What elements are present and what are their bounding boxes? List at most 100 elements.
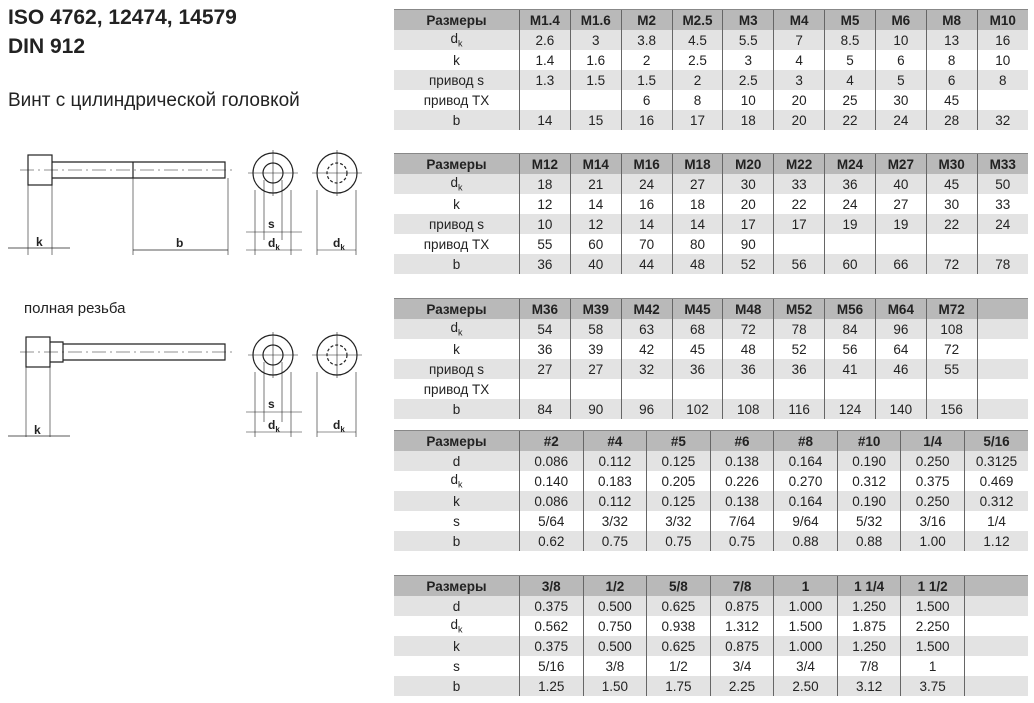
table-cell: 9/64 [773,511,838,531]
screw-diagram-partial-thread: k b s dk dk [8,150,362,255]
table-cell: 84 [519,399,571,419]
table-cell: 56 [773,254,825,274]
table-cell: 0.88 [836,531,901,551]
table-row: b 0.62 0.75 0.75 0.75 0.88 0.88 1.00 1.12 [394,531,1028,551]
table-cell: 6 [874,50,927,70]
table-row: d 0.086 0.112 0.125 0.138 0.164 0.190 0.250 0.31… [394,451,1028,471]
row-label-text: d [452,453,461,469]
row-label: привод s [394,70,520,90]
table-cell: 140 [874,399,927,419]
row-label-subscript: k [458,624,463,635]
table-row: dk 2.6 3 3.8 4.5 5.5 7 8.5 10 13 16 [394,30,1028,50]
table-cell: 0.190 [836,451,901,471]
table-cell: 46 [874,359,927,379]
table-cell [976,319,1028,339]
table-row: привод s 10 12 14 14 17 17 19 19 22 24 [394,214,1028,234]
column-header: 5/8 [646,575,711,596]
table-cell: 0.469 [963,471,1028,491]
table-cell: 2 [671,70,723,90]
row-label-text: d [452,598,461,614]
column-header: M42 [620,298,673,319]
table-cell [722,379,774,399]
column-header: M2.5 [671,9,723,30]
row-label-text: привод s [429,361,484,377]
table-cell: 25 [824,90,876,110]
table-cell: 0.312 [836,471,901,491]
table-cell: 3/4 [773,656,838,676]
table-cell: 36 [773,359,825,379]
table-cell: 108 [722,399,774,419]
row-label: k [394,339,520,359]
table-row: d 0.375 0.500 0.625 0.875 1.000 1.250 1.500 [394,596,1028,616]
table-cell: 1.250 [836,596,901,616]
table-cell: 4 [824,70,876,90]
table-cell: 12 [569,214,622,234]
row-label-text: привод s [429,72,484,88]
table-cell: 21 [569,174,622,194]
table-cell: 0.62 [519,531,584,551]
table-cell: 19 [824,214,876,234]
table-cell: 45 [925,174,978,194]
table-cell: 0.205 [646,471,711,491]
s-label: s [268,217,275,231]
table-metric-small: Размеры M1.4 M1.6 M2 M2.5 M3 M4 M5 M6 M8 M10 dk 2.6 3… [394,9,1028,130]
table-cell: 5.5 [722,30,774,50]
table-cell [976,234,1028,254]
table-cell: 60 [569,234,622,254]
column-header: M39 [569,298,622,319]
table-metric-large: Размеры M36 M39 M42 M45 M48 M52 M56 M64 M72 dk 54 58… [394,298,1028,419]
table-cell: 16 [620,194,673,214]
table-cell: 3/4 [709,656,774,676]
table-cell [963,676,1028,696]
table-cell: 0.875 [709,596,774,616]
table-cell: 0.140 [519,471,584,491]
table-cell: 10 [874,30,927,50]
table-row: b 1.25 1.50 1.75 2.25 2.50 3.12 3.75 [394,676,1028,696]
table-cell: 0.190 [836,491,901,511]
table-cell [519,90,571,110]
table-cell: 20 [773,110,825,130]
row-label-subscript: k [458,479,463,490]
table-cell [569,90,622,110]
row-label-text: k [453,493,460,509]
column-header: M12 [519,153,571,174]
table-cell: 18 [671,194,723,214]
column-header: M27 [874,153,927,174]
table-cell: 22 [925,214,978,234]
column-header: 1/2 [582,575,647,596]
table-cell: 40 [874,174,927,194]
table-cell: 2.6 [519,30,571,50]
table-cell: 20 [773,90,825,110]
row-label: dk [394,471,520,491]
table-cell: 64 [874,339,927,359]
table-cell: 7 [773,30,825,50]
row-label-subscript: k [458,182,463,193]
table-cell: 27 [874,194,927,214]
row-label: k [394,491,520,511]
table-cell: 2.5 [722,70,774,90]
row-label: привод s [394,214,520,234]
table-cell: 0.938 [646,616,711,636]
table-cell: 1.500 [773,616,838,636]
row-label-text: k [453,52,460,68]
column-header: M2 [620,9,673,30]
table-metric-medium: Размеры M12 M14 M16 M18 M20 M22 M24 M27 M30 M33 dk 1… [394,153,1028,274]
row-label: b [394,531,520,551]
table-cell: 0.164 [773,491,838,511]
table-cell: 2.50 [773,676,838,696]
table-cell: 8 [671,90,723,110]
table-cell: 3.8 [620,30,673,50]
table-cell: 0.125 [646,451,711,471]
table-cell: 17 [773,214,825,234]
row-label-text: k [453,196,460,212]
row-label: k [394,194,520,214]
column-header: 1 1/2 [900,575,965,596]
column-header: 1/4 [900,430,965,451]
table-cell: 1.250 [836,636,901,656]
dk-label-torx: dk [333,236,345,252]
table-cell: 17 [671,110,723,130]
table-cell: 1.75 [646,676,711,696]
table-cell [976,399,1028,419]
dk-label: dk [268,236,280,252]
table-cell: 0.562 [519,616,584,636]
